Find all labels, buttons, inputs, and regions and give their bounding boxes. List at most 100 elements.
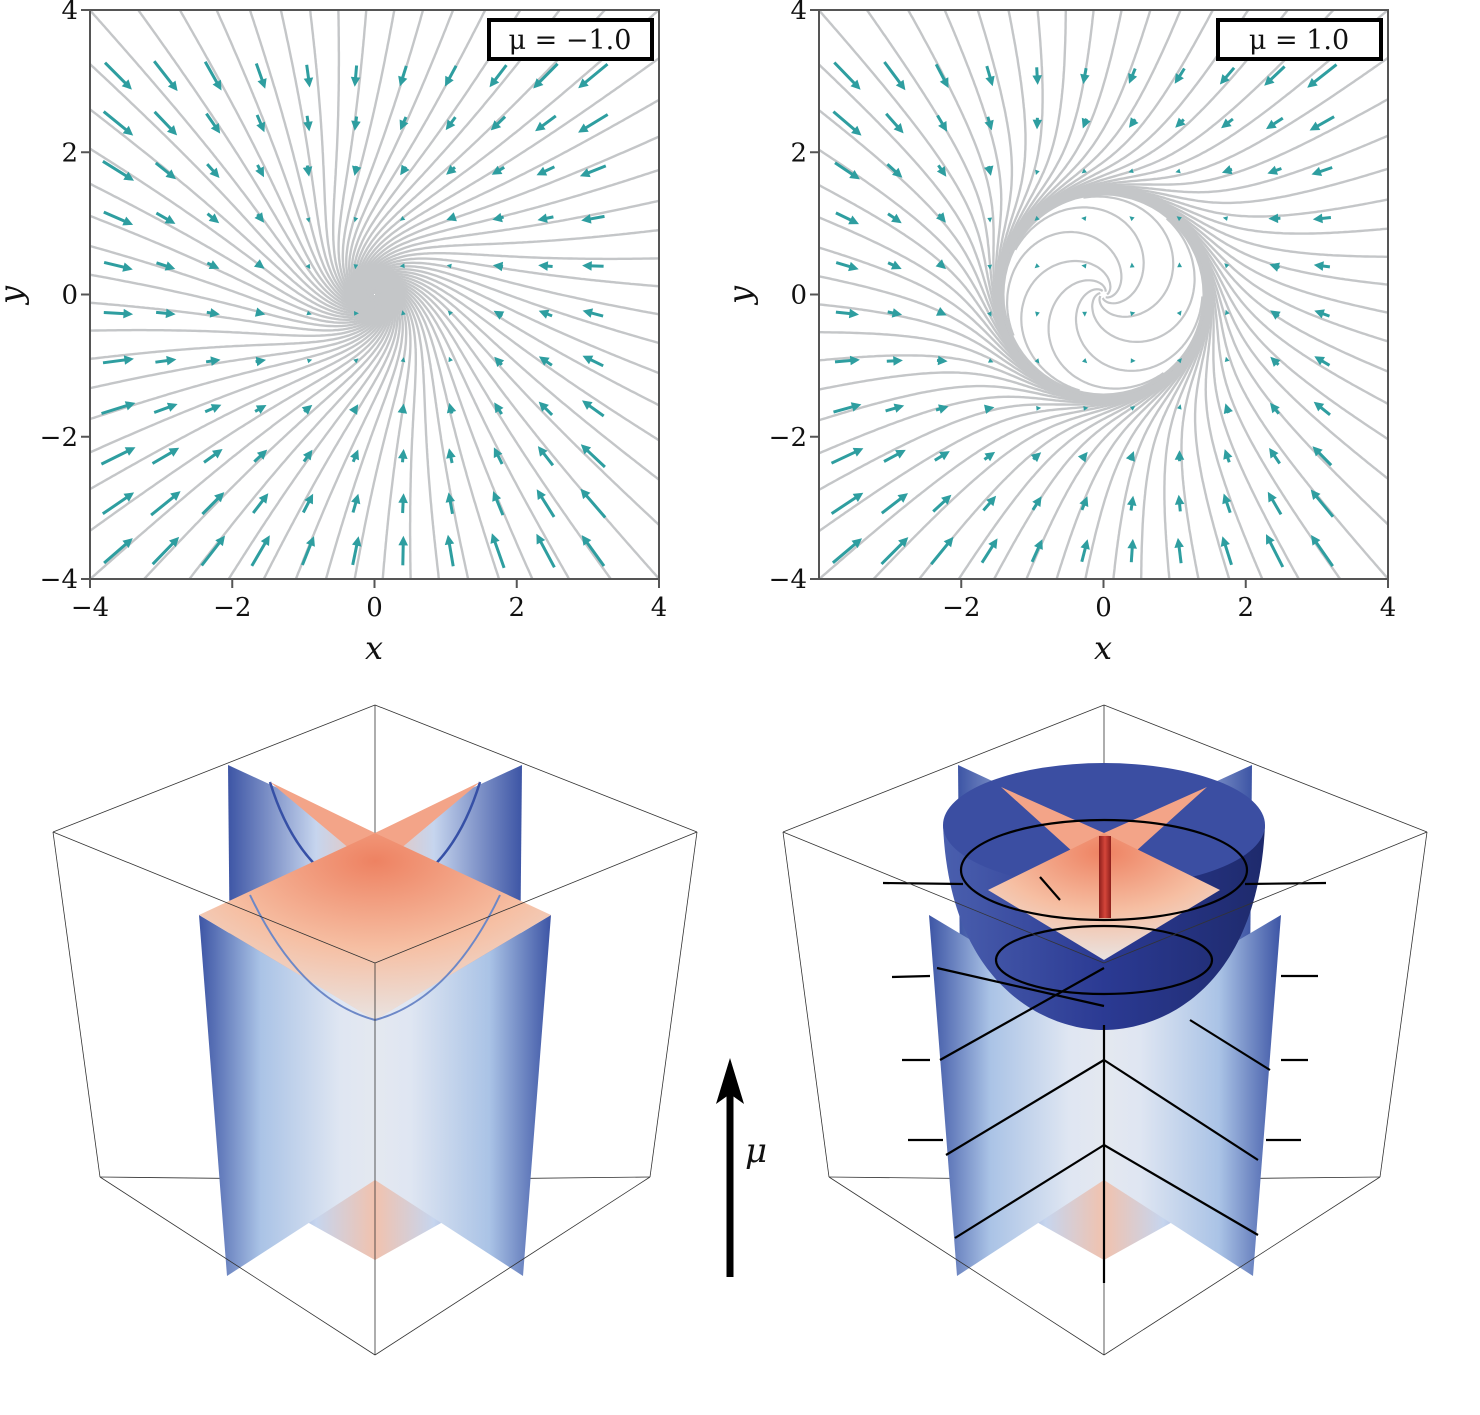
vector-arrow	[578, 62, 609, 89]
vector-arrow	[352, 165, 362, 176]
vector-arrow	[1080, 539, 1090, 563]
vector-arrow	[886, 356, 903, 366]
streamline-1	[1001, 189, 1388, 397]
vector-arrow	[934, 451, 950, 462]
streamline-41	[142, 288, 393, 579]
vector-arrow	[305, 217, 311, 223]
vector-arrow	[303, 64, 314, 88]
mu-label: μ	[745, 1131, 767, 1171]
streamline-57	[368, 276, 659, 527]
vector-arrow	[1129, 262, 1135, 268]
vector-arrow	[253, 449, 268, 463]
front-sheet-left	[199, 915, 375, 1276]
vector-arrow	[1035, 311, 1040, 317]
streamline-19	[997, 10, 1206, 397]
vector-arrow	[835, 308, 859, 319]
streamline-29	[819, 192, 1206, 398]
vector-arrow	[835, 261, 859, 272]
vector-arrow	[1030, 452, 1042, 463]
vector-arrow	[1031, 496, 1042, 511]
inner-streamline-4	[1083, 195, 1175, 318]
streamline-40	[90, 289, 391, 579]
legend-label: μ = 1.0	[1249, 25, 1349, 56]
x-tick-label: −2	[213, 593, 251, 623]
vector-arrow	[1224, 356, 1230, 362]
vector-arrow	[1034, 358, 1040, 364]
vector-arrow	[834, 355, 860, 366]
vector-arrow	[1221, 165, 1233, 175]
vector-arrow	[205, 112, 221, 134]
streamline-61	[367, 268, 659, 375]
vector-arrow	[306, 358, 313, 364]
vector-arrow	[582, 400, 605, 418]
vector-arrow	[1223, 449, 1233, 463]
vector-arrow	[103, 61, 132, 90]
streamline-2	[364, 228, 659, 299]
vector-arrow	[835, 211, 859, 225]
vector-arrow	[306, 310, 312, 316]
x-tick-label: −4	[71, 593, 109, 623]
vector-arrow	[492, 261, 504, 272]
vector-arrow	[935, 404, 949, 414]
streamline-53	[369, 281, 534, 579]
vector-arrow	[1267, 165, 1282, 175]
x-tick-label: 0	[366, 593, 383, 623]
vector-arrow	[1082, 311, 1087, 317]
streamline-20	[248, 10, 379, 307]
x-axis-label: x	[365, 629, 383, 667]
y-tick-label: −2	[769, 423, 807, 453]
vector-arrow	[1311, 166, 1333, 176]
vector-arrow	[489, 64, 508, 88]
vector-arrow	[493, 310, 505, 320]
vector-arrow	[1083, 406, 1089, 411]
streamline-6	[360, 98, 659, 300]
vector-arrow	[936, 355, 948, 366]
vector-arrow	[1313, 401, 1331, 416]
streamline-47	[353, 286, 408, 579]
vector-arrow	[1311, 535, 1334, 567]
streamline-48	[370, 285, 412, 579]
vector-arrow	[400, 357, 406, 363]
vector-arrow	[206, 163, 220, 178]
vector-arrow	[102, 160, 134, 181]
vector-arrow	[445, 492, 455, 515]
vector-arrow	[1174, 494, 1185, 512]
vector-arrow	[880, 537, 909, 566]
vector-arrow	[538, 261, 553, 271]
vector-arrow	[1220, 536, 1233, 566]
vector-arrow	[399, 116, 409, 131]
vector-arrow	[984, 165, 994, 176]
vector-arrow	[985, 65, 995, 87]
vector-arrow	[302, 449, 313, 463]
vector-arrow	[446, 448, 456, 464]
vector-arrow	[1174, 537, 1184, 564]
legend-label: μ = −1.0	[509, 25, 632, 56]
streamline-13	[348, 10, 455, 302]
inner-streamline-2	[1074, 288, 1204, 372]
streamline-38	[90, 289, 389, 491]
vector-arrow	[833, 61, 861, 90]
vector-arrow	[887, 212, 902, 224]
vector-arrow	[400, 216, 406, 221]
vector-arrow	[537, 446, 555, 467]
vector-arrow	[154, 161, 176, 180]
vector-arrow	[982, 495, 997, 512]
legend-box: μ = 1.0	[1216, 18, 1383, 61]
vector-arrow	[582, 355, 604, 368]
vector-arrow	[1224, 263, 1230, 269]
x-axis-label: x	[1094, 629, 1112, 667]
vector-arrow	[151, 447, 180, 465]
vector-arrow	[301, 536, 315, 566]
streamline-35	[90, 290, 386, 390]
streamline-44	[262, 287, 399, 579]
surface-3d-right	[782, 704, 1428, 1356]
vector-arrow	[1177, 262, 1182, 268]
vector-arrow	[935, 259, 946, 270]
y-axis-label: y	[721, 285, 759, 306]
vector-arrow	[930, 536, 954, 566]
legend-box: μ = −1.0	[487, 18, 654, 61]
streamline-33	[90, 290, 384, 337]
streamline-34	[90, 290, 385, 361]
streamline-52	[370, 282, 501, 579]
vector-arrow	[987, 217, 993, 223]
